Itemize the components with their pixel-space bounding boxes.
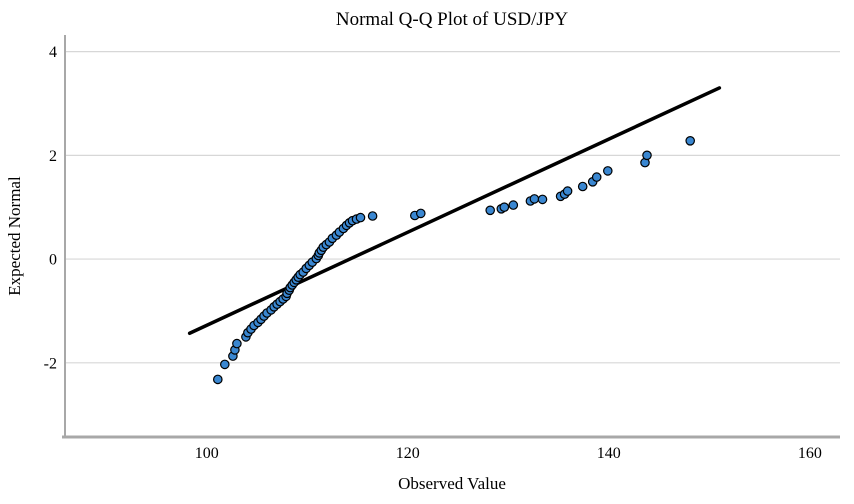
axes — [62, 35, 840, 439]
y-tick-label-0: 0 — [49, 252, 57, 269]
data-point — [485, 205, 495, 216]
data-point — [577, 181, 588, 192]
gridlines — [65, 50, 840, 364]
chart-title: Normal Q-Q Plot of USD/JPY — [336, 9, 569, 30]
data-point — [602, 166, 613, 176]
reference-line-layer — [187, 86, 722, 336]
x-tick-label-100: 100 — [195, 445, 219, 462]
data-point — [685, 136, 695, 146]
x-tick-label-120: 120 — [396, 445, 420, 462]
data-point — [499, 202, 510, 212]
y-tick-labels: 4 2 0 -2 — [44, 44, 57, 372]
data-point — [220, 359, 230, 370]
data-point — [213, 374, 223, 385]
x-tick-labels: 100 120 140 160 — [195, 445, 822, 462]
scatter-points-layer — [213, 136, 695, 385]
data-point — [537, 194, 548, 205]
y-tick-label-2: 2 — [49, 148, 57, 165]
data-point — [508, 200, 519, 210]
normality-reference-line — [187, 86, 722, 336]
x-tick-label-140: 140 — [597, 445, 621, 462]
data-point — [562, 186, 573, 196]
data-point — [415, 208, 426, 219]
data-point — [232, 338, 242, 349]
y-tick-label-4: 4 — [49, 44, 57, 61]
y-axis-title: Expected Normal — [5, 176, 24, 296]
x-tick-label-160: 160 — [798, 445, 822, 462]
data-point — [642, 150, 652, 161]
data-point — [529, 194, 540, 204]
data-point — [591, 172, 602, 182]
y-tick-label--2: -2 — [44, 355, 57, 372]
data-point — [367, 211, 378, 221]
x-axis-title: Observed Value — [398, 474, 506, 493]
data-point — [355, 212, 366, 223]
